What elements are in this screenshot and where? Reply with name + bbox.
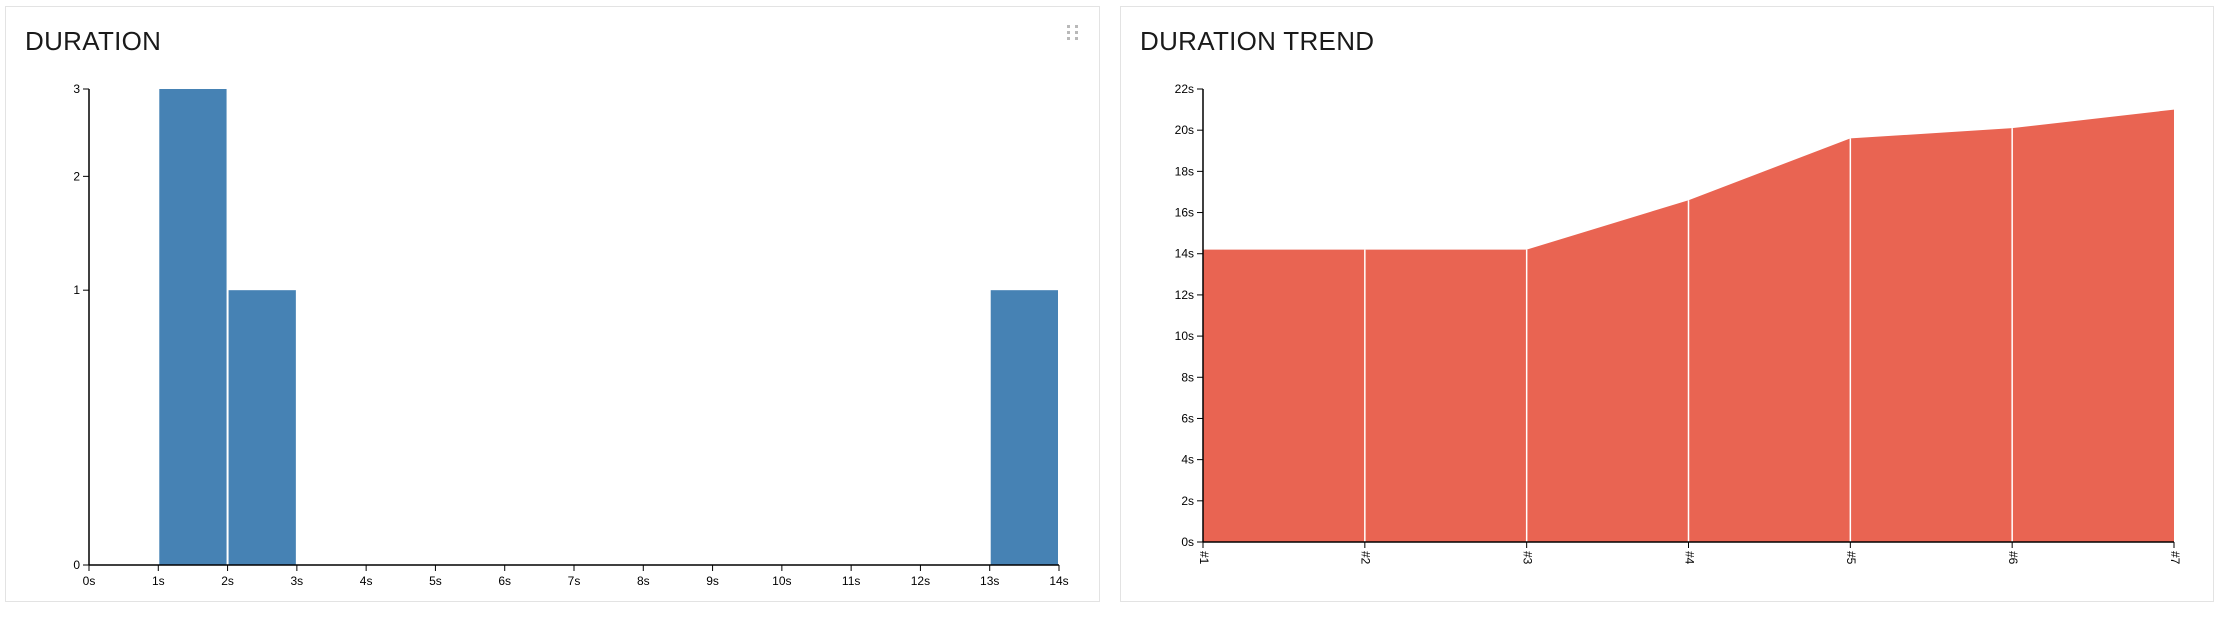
duration-histogram: 0 1 2 3 0s 1s 2s 3s 4s 5s 6s 7s 8s 9s 10s 11s 12s 13s 14s bbox=[73, 82, 1068, 588]
duration-trend-widget: DURATION TREND 0s 2s 4s 6s 8s 10s 12s 14s 16s 18s… bbox=[1120, 6, 2214, 602]
y-tick-label-10: 20s bbox=[1175, 123, 1194, 137]
x-tick-label-2: #3 bbox=[1520, 551, 1534, 565]
y-tick-label-2: 2 bbox=[73, 169, 80, 183]
x-tick-label-9: 9s bbox=[706, 574, 719, 588]
x-tick-label-4: 4s bbox=[360, 574, 373, 588]
duration-title: DURATION bbox=[25, 26, 162, 56]
y-tick-label-1: 1 bbox=[73, 283, 80, 297]
x-tick-label-12: 12s bbox=[911, 574, 930, 588]
x-tick-label-7: 7s bbox=[568, 574, 581, 588]
x-tick-label-6: 6s bbox=[498, 574, 511, 588]
y-tick-label-5: 10s bbox=[1175, 329, 1194, 343]
x-tick-label-5: 5s bbox=[429, 574, 442, 588]
duration-trend-title: DURATION TREND bbox=[1140, 26, 1375, 56]
y-tick-label-6: 12s bbox=[1175, 288, 1194, 302]
y-tick-label-11: 22s bbox=[1175, 82, 1194, 96]
drag-handle-icon[interactable] bbox=[1067, 25, 1081, 43]
x-tick-label-1: #2 bbox=[1359, 551, 1373, 565]
x-tick-label-5: #6 bbox=[2006, 551, 2020, 565]
x-tick-label-10: 10s bbox=[772, 574, 791, 588]
y-tick-label-4: 8s bbox=[1181, 370, 1194, 384]
x-tick-label-14: 14s bbox=[1049, 574, 1068, 588]
y-tick-label-0: 0 bbox=[73, 558, 80, 572]
x-tick-label-0: 0s bbox=[83, 574, 96, 588]
histogram-bar-2[interactable] bbox=[990, 290, 1058, 565]
y-tick-label-2: 4s bbox=[1181, 453, 1194, 467]
histogram-bar-1[interactable] bbox=[228, 290, 296, 565]
x-tick-label-11: 11s bbox=[842, 574, 860, 588]
x-tick-label-3: #4 bbox=[1682, 551, 1696, 565]
y-tick-label-9: 18s bbox=[1175, 164, 1194, 178]
y-tick-label-1: 2s bbox=[1181, 494, 1194, 508]
x-tick-label-6: #7 bbox=[2168, 551, 2182, 565]
x-tick-label-13: 13s bbox=[980, 574, 999, 588]
y-tick-label-0: 0s bbox=[1181, 535, 1194, 549]
histogram-bar-0[interactable] bbox=[159, 89, 227, 565]
y-tick-label-3: 6s bbox=[1181, 411, 1194, 425]
x-tick-label-3: 3s bbox=[291, 574, 304, 588]
x-tick-label-2: 2s bbox=[221, 574, 234, 588]
x-tick-label-1: 1s bbox=[152, 574, 165, 588]
x-tick-label-0: #1 bbox=[1197, 551, 1211, 565]
y-tick-label-3: 3 bbox=[73, 82, 80, 96]
x-tick-label-4: #5 bbox=[1844, 551, 1858, 565]
duration-trend-chart: 0s 2s 4s 6s 8s 10s 12s 14s 16s 18s 20s 22s #1 #2 #3 #4 #… bbox=[1175, 82, 2182, 565]
y-tick-label-7: 14s bbox=[1175, 247, 1194, 261]
y-tick-label-8: 16s bbox=[1175, 206, 1194, 220]
x-tick-label-8: 8s bbox=[637, 574, 650, 588]
duration-widget: DURATION 0 1 2 3 0s 1s 2s 3s 4s 5s 6s 7s 8s 9s 10s 11s 1… bbox=[5, 6, 1100, 602]
